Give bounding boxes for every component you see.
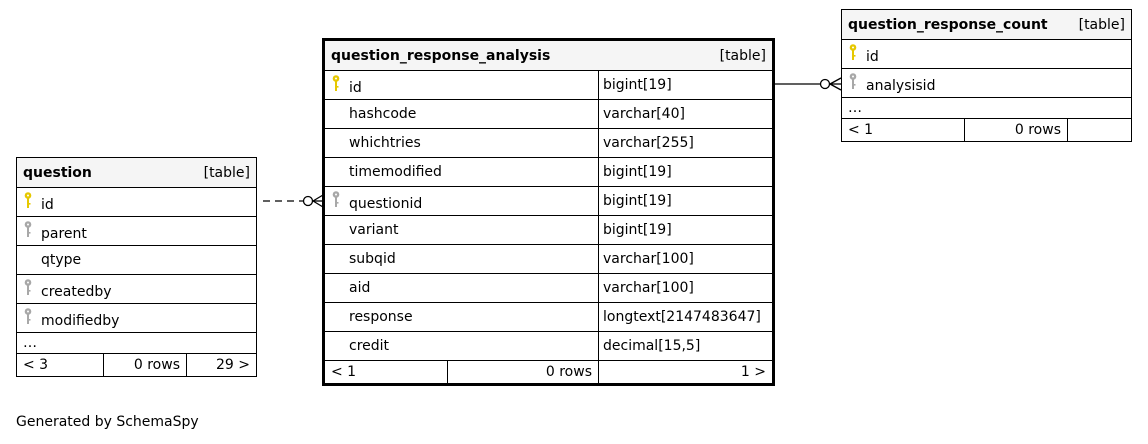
parents-link[interactable]: < 3 (16, 353, 104, 377)
relationship-question-to-analysis (263, 194, 324, 208)
column-row[interactable]: modifiedby (16, 303, 257, 333)
table-name: question_response_analysis (331, 47, 551, 64)
column-type: bigint[19] (598, 70, 774, 100)
column-type: varchar[100] (598, 273, 774, 303)
more-columns: … (16, 332, 257, 354)
table-type: [table] (1078, 16, 1125, 33)
column-name: id (349, 80, 362, 96)
generated-by-label: Generated by SchemaSpy (16, 414, 199, 430)
row-count: 0 rows (103, 353, 187, 377)
column-row[interactable]: credit decimal[15,5] (323, 331, 774, 361)
table-header[interactable]: question_response_count [table] (841, 9, 1132, 40)
column-row[interactable]: id (16, 187, 257, 217)
column-name: analysisid (866, 78, 936, 94)
column-name: variant (349, 222, 399, 238)
column-name: hashcode (349, 106, 417, 122)
relationship-analysis-to-count (775, 77, 842, 91)
column-name: questionid (349, 196, 423, 212)
column-row[interactable]: response longtext[2147483647] (323, 302, 774, 332)
column-name: response (349, 309, 413, 325)
column-name: createdby (41, 284, 112, 300)
column-row[interactable]: timemodified bigint[19] (323, 157, 774, 187)
column-list: id parent qtype createdby modifiedby (16, 187, 257, 333)
column-name: timemodified (349, 164, 442, 180)
table-name: question (23, 164, 92, 181)
foreign-key-icon (23, 220, 41, 242)
column-row[interactable]: whichtries varchar[255] (323, 128, 774, 158)
column-row[interactable]: hashcode varchar[40] (323, 99, 774, 129)
column-list: id analysisid (841, 39, 1132, 98)
column-name: whichtries (349, 135, 421, 151)
column-name: aid (349, 280, 371, 296)
column-name: id (41, 197, 54, 213)
primary-key-icon (331, 74, 349, 96)
column-type: longtext[2147483647] (598, 302, 774, 332)
row-count: 0 rows (964, 118, 1068, 142)
column-row[interactable]: parent (16, 216, 257, 246)
column-name: parent (41, 226, 87, 242)
column-type: decimal[15,5] (598, 331, 774, 361)
row-count: 0 rows (447, 360, 599, 385)
column-name: credit (349, 338, 390, 354)
column-type: bigint[19] (598, 186, 774, 216)
table-header[interactable]: question [table] (16, 157, 257, 188)
children-link[interactable] (1067, 118, 1132, 142)
column-row[interactable]: aid varchar[100] (323, 273, 774, 303)
column-name: id (866, 49, 879, 65)
column-row[interactable]: questionid bigint[19] (323, 186, 774, 216)
column-row[interactable]: id (841, 39, 1132, 69)
column-row[interactable]: createdby (16, 274, 257, 304)
column-row[interactable]: id bigint[19] (323, 70, 774, 100)
more-columns: … (841, 97, 1132, 119)
children-link[interactable]: 29 > (186, 353, 257, 377)
column-type: bigint[19] (598, 157, 774, 187)
children-link[interactable]: 1 > (598, 360, 774, 385)
primary-key-icon (848, 43, 866, 65)
column-row[interactable]: subqid varchar[100] (323, 244, 774, 274)
foreign-key-icon (23, 307, 41, 329)
parents-link[interactable]: < 1 (323, 360, 448, 385)
column-name: subqid (349, 251, 396, 267)
column-type: varchar[40] (598, 99, 774, 129)
column-type: bigint[19] (598, 215, 774, 245)
table-type: [table] (719, 47, 766, 64)
foreign-key-icon (848, 72, 866, 94)
foreign-key-icon (331, 190, 349, 212)
parents-link[interactable]: < 1 (841, 118, 965, 142)
column-row[interactable]: qtype (16, 245, 257, 275)
column-row[interactable]: analysisid (841, 68, 1132, 98)
table-header[interactable]: question_response_analysis [table] (323, 39, 774, 71)
primary-key-icon (23, 191, 41, 213)
table-name: question_response_count (848, 16, 1048, 33)
foreign-key-icon (23, 278, 41, 300)
column-type: varchar[100] (598, 244, 774, 274)
table-question-response-count[interactable]: question_response_count [table] id analys… (841, 9, 1132, 142)
column-name: modifiedby (41, 313, 120, 329)
column-row[interactable]: variant bigint[19] (323, 215, 774, 245)
column-type: varchar[255] (598, 128, 774, 158)
column-list: id bigint[19] hashcode varchar[40] whichtrie… (323, 70, 774, 361)
table-type: [table] (203, 164, 250, 181)
table-question[interactable]: question [table] id parent qtype createdby m… (16, 157, 257, 377)
column-name: qtype (41, 252, 82, 268)
table-question-response-analysis[interactable]: question_response_analysis [table] id big… (322, 38, 775, 386)
